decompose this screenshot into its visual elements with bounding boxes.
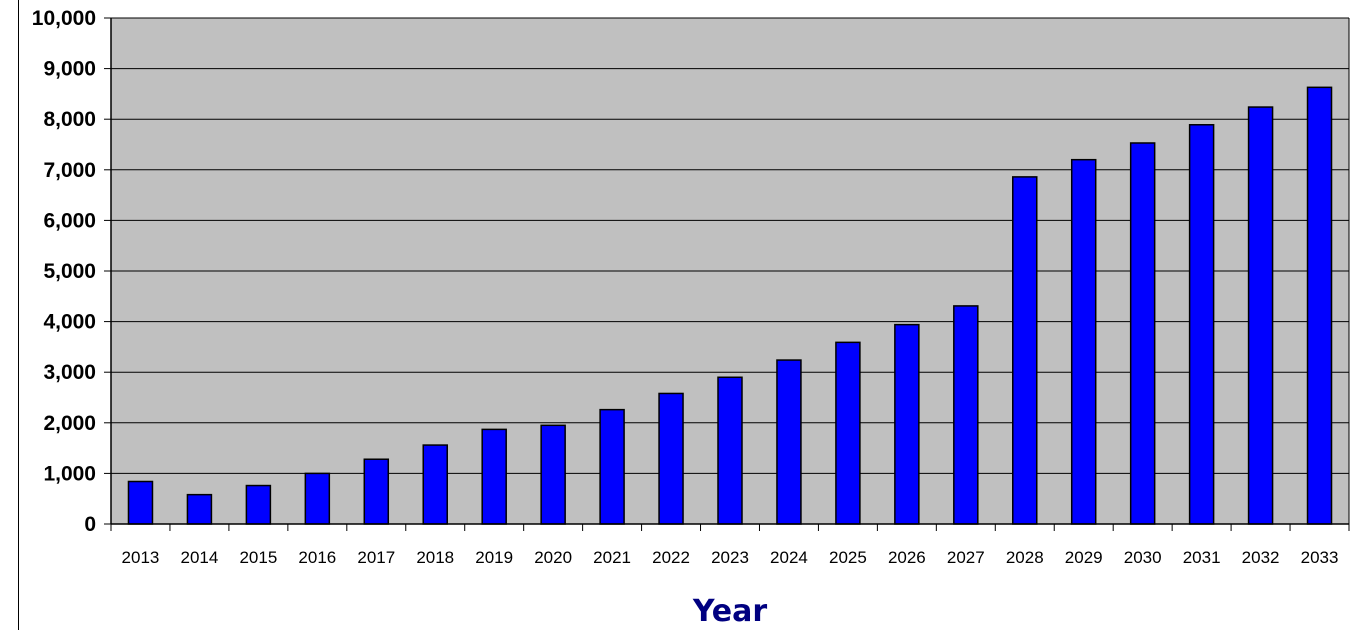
x-tick-label: 2026 (888, 548, 926, 567)
x-tick-label: 2027 (947, 548, 985, 567)
y-tick-label: 5,000 (43, 260, 96, 283)
x-tick-label: 2014 (181, 548, 219, 567)
y-tick-label: 6,000 (43, 209, 96, 232)
x-tick-label: 2017 (357, 548, 395, 567)
bar (658, 392, 684, 525)
y-tick-label: 8,000 (43, 108, 96, 131)
bar (1188, 124, 1215, 525)
y-tick-label: 0 (84, 513, 96, 536)
x-tick-label: 2021 (593, 548, 631, 567)
x-tick-label: 2016 (298, 548, 336, 567)
bar (1306, 86, 1333, 525)
y-tick-label: 9,000 (43, 58, 96, 81)
x-tick-label: 2025 (829, 548, 867, 567)
bar (599, 408, 625, 525)
axes (18, 0, 1350, 630)
y-tick-label: 10,000 (32, 7, 96, 30)
x-tick-label: 2013 (122, 548, 160, 567)
bar (1012, 176, 1038, 525)
x-axis-tick-labels: 2013 2014 2015 2016 2017 2018 2019 2020 2021 2022… (122, 548, 1339, 567)
x-tick-label: 2015 (239, 548, 277, 567)
x-tick-label: 2020 (534, 548, 572, 567)
bars (127, 86, 1333, 525)
x-tick-label: 2024 (770, 548, 808, 567)
bar (481, 428, 507, 525)
x-tick-label: 2022 (652, 548, 690, 567)
bar (422, 444, 448, 525)
bar (1129, 142, 1156, 525)
y-tick-label: 3,000 (43, 361, 96, 384)
bar (717, 376, 743, 525)
x-tick-label: 2033 (1301, 548, 1339, 567)
y-tick-label: 4,000 (43, 311, 96, 334)
bar (304, 472, 331, 525)
bar (894, 323, 920, 525)
x-tick-label: 2023 (711, 548, 749, 567)
bar (363, 458, 390, 525)
x-tick-label: 2019 (475, 548, 513, 567)
y-axis-tick-labels: 0 1,000 2,000 3,000 4,000 5,000 6,000 7,000 8,00… (32, 7, 96, 536)
bar (1247, 106, 1274, 525)
bar (1070, 158, 1097, 525)
x-tick-label: 2029 (1065, 548, 1103, 567)
x-tick-label: 2018 (416, 548, 454, 567)
y-tick-label: 2,000 (43, 412, 96, 435)
y-tick-label: 1,000 (43, 462, 96, 485)
bar (835, 341, 861, 525)
bar (127, 480, 154, 525)
bar (540, 424, 566, 525)
bar (953, 305, 979, 525)
x-tick-label: 2030 (1124, 548, 1162, 567)
x-axis-label: Year (692, 594, 768, 629)
bar (776, 359, 802, 525)
x-tick-label: 2032 (1242, 548, 1280, 567)
x-tick-label: 2028 (1006, 548, 1044, 567)
bar (186, 493, 213, 525)
y-tick-label: 7,000 (43, 159, 96, 182)
bar (245, 484, 272, 525)
x-tick-label: 2031 (1183, 548, 1221, 567)
